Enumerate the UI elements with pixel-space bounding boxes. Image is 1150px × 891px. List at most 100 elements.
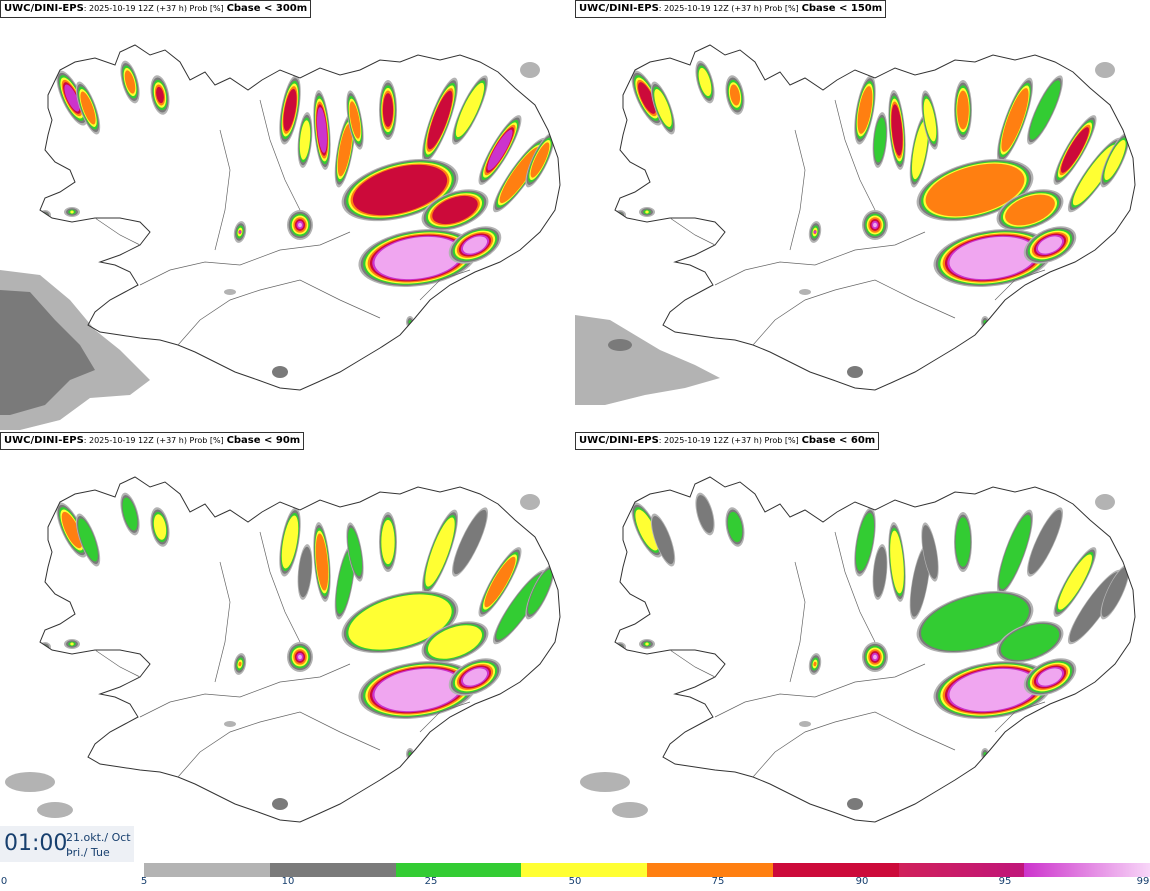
fog-area [272, 366, 288, 378]
iceland-probability-map [580, 476, 1136, 823]
land-line [789, 561, 806, 683]
probability-contour [348, 594, 452, 650]
probability-contour [425, 517, 455, 587]
probability-contour [1058, 554, 1092, 610]
fog-area [37, 802, 73, 818]
land-line [94, 649, 141, 678]
land-line [214, 561, 231, 683]
probability-contour [484, 556, 516, 608]
fog-area [272, 798, 288, 810]
model-name: UWC/DINI-EPS [579, 435, 659, 446]
land-line [214, 129, 231, 251]
fog-area [224, 289, 236, 295]
land-line [994, 701, 1046, 733]
fog-area [1095, 62, 1115, 78]
valid-day-line: Þri./ Tue [66, 846, 110, 859]
probability-contour [727, 511, 743, 543]
fog-area [224, 721, 236, 727]
probability-contour [40, 642, 51, 652]
panel-title: UWC/DINI-EPS: 2025-10-19 12Z (+37 h) Pro… [575, 432, 880, 450]
probability-contour [910, 547, 930, 617]
land-line [714, 231, 926, 286]
probability-contour [298, 546, 312, 598]
fog-area [520, 494, 540, 510]
probability-contour [873, 654, 877, 660]
probability-contour [1001, 88, 1029, 152]
colorbar-segment [144, 863, 270, 877]
run-info: : 2025-10-19 12Z (+37 h) Prob [%] [83, 4, 224, 13]
land-line [177, 711, 381, 778]
probability-contour [855, 512, 875, 572]
fog-area [612, 802, 648, 818]
probability-contour [528, 569, 552, 615]
probability-contour [281, 515, 299, 569]
probability-contour [922, 525, 938, 579]
colorbar-segment [898, 863, 1025, 877]
variable-name: Cbase < 60m [801, 435, 876, 446]
probability-contour [890, 530, 904, 594]
fog-area [1095, 494, 1115, 510]
probability-contour [40, 210, 51, 220]
sea-fog-layer [0, 62, 540, 430]
land-line [752, 711, 956, 778]
probability-contour [462, 668, 488, 686]
probability-contour [1104, 139, 1126, 181]
fog-area [847, 366, 863, 378]
probability-contour [1029, 80, 1061, 140]
probability-contour [949, 236, 1037, 280]
fog-area [580, 772, 630, 792]
probability-contour [455, 82, 485, 138]
land-line [834, 99, 876, 211]
colorbar-segment [647, 863, 773, 877]
probability-contour [949, 668, 1037, 712]
colorbar-tick-label: 50 [568, 876, 582, 887]
fog-area-dense [0, 290, 95, 415]
probability-contour [64, 84, 80, 112]
probability-contour [298, 222, 302, 228]
colorbar-tick-label: 0 [0, 876, 8, 887]
variable-name: Cbase < 90m [226, 435, 301, 446]
variable-name: Cbase < 300m [226, 3, 308, 14]
probability-contour [374, 236, 462, 280]
probability-contour [925, 163, 1025, 217]
probability-contour [453, 509, 487, 575]
probability-contour [238, 661, 242, 667]
probability-contour [813, 661, 817, 667]
colorbar-segment [395, 863, 522, 877]
probability-contour [381, 519, 395, 565]
probability-contour [635, 509, 659, 551]
colorbar-segment [269, 863, 396, 877]
probability-contour [530, 142, 550, 178]
probability-contour [645, 642, 649, 646]
land-line [834, 531, 876, 643]
probability-contour [615, 210, 626, 220]
probability-contour [1072, 144, 1118, 206]
probability-contour [80, 91, 96, 125]
land-line [669, 649, 716, 678]
map-panel-cbase-90m: UWC/DINI-EPS: 2025-10-19 12Z (+37 h) Pro… [0, 432, 575, 862]
probability-contour [347, 527, 363, 577]
iceland-probability-map [0, 44, 561, 430]
probability-contour [923, 98, 937, 142]
probability-contour [499, 146, 541, 204]
probability-contour [1037, 236, 1063, 254]
probability-contour [638, 82, 656, 114]
probability-contour [337, 123, 353, 177]
probability-contour [955, 517, 971, 567]
probability-contour [316, 107, 328, 153]
valid-time-date: 21.okt./ Oct Þri./ Tue [66, 830, 131, 860]
fog-area-dense [608, 339, 632, 351]
fog-area [575, 315, 720, 405]
colorbar-segment [521, 863, 647, 877]
probability-contour [352, 164, 448, 216]
probability-layer [615, 492, 1130, 760]
probability-contour [921, 593, 1029, 651]
colorbar-segment [772, 863, 899, 877]
land-line [752, 279, 956, 346]
map-panel-cbase-300m: UWC/DINI-EPS: 2025-10-19 12Z (+37 h) Pro… [0, 0, 575, 430]
colorbar-tick-label: 95 [998, 876, 1012, 887]
valid-date-line: 21.okt./ Oct [66, 831, 131, 844]
model-name: UWC/DINI-EPS [4, 3, 84, 14]
probability-contour [813, 230, 817, 234]
colorbar-tick-label: 10 [281, 876, 295, 887]
